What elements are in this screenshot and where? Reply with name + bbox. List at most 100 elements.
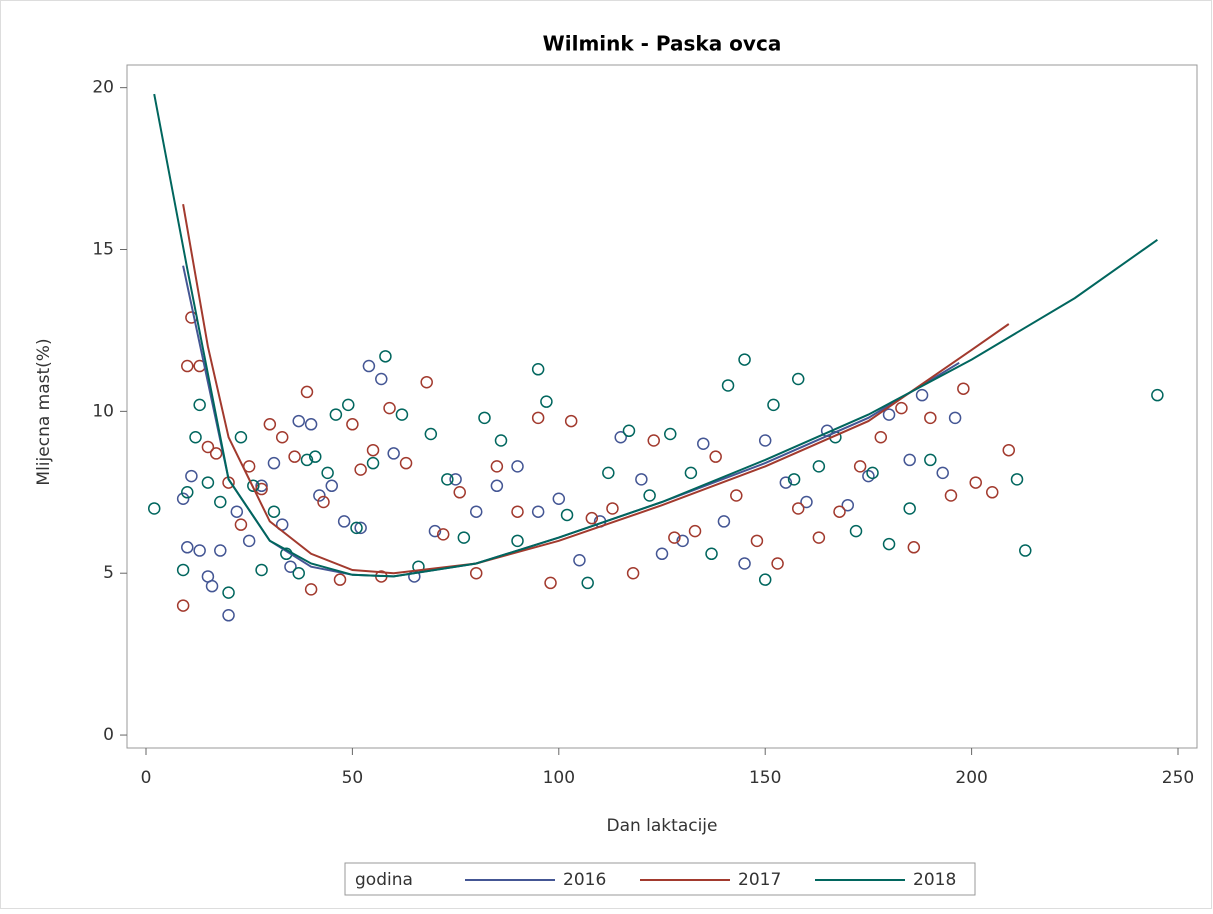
data-point: [193, 398, 206, 412]
chart-title: Wilmink - Paska ovca: [543, 32, 782, 56]
data-point: [147, 502, 161, 515]
data-point: [531, 505, 545, 518]
data-point: [362, 359, 376, 373]
data-point: [366, 456, 380, 470]
y-tick-label: 10: [92, 401, 114, 421]
data-point: [540, 395, 553, 408]
data-point: [214, 544, 227, 557]
data-point: [176, 492, 190, 506]
data-point: [201, 476, 215, 489]
fit-line: [153, 93, 1158, 578]
data-point: [779, 476, 793, 489]
data-point: [606, 502, 619, 515]
x-tick-label: 0: [141, 768, 152, 788]
data-point: [944, 489, 958, 502]
data-point: [511, 460, 524, 473]
data-point: [791, 502, 805, 515]
data-point: [1151, 388, 1164, 402]
data-point: [230, 505, 244, 518]
x-tick-label: 150: [749, 768, 781, 788]
data-point: [800, 495, 813, 509]
data-point: [684, 466, 698, 480]
data-point: [354, 521, 367, 535]
data-point: [791, 372, 805, 386]
data-point: [907, 541, 921, 554]
data-point: [255, 482, 268, 496]
data-point: [267, 456, 281, 470]
y-tick-label: 15: [92, 240, 114, 260]
data-point: [181, 541, 194, 554]
data-point: [325, 479, 339, 493]
data-point: [292, 566, 305, 580]
data-point: [721, 379, 735, 392]
data-point: [185, 469, 198, 483]
data-point: [449, 473, 462, 486]
data-point: [379, 350, 392, 363]
data-point: [304, 583, 318, 596]
data-point: [284, 560, 297, 573]
data-point: [366, 443, 380, 457]
data-point: [247, 479, 260, 493]
data-point: [622, 424, 636, 438]
data-point: [469, 505, 483, 518]
data-point: [697, 437, 710, 450]
data-point: [531, 363, 545, 376]
data-point: [333, 573, 347, 586]
data-point: [275, 431, 289, 444]
data-point: [354, 463, 367, 476]
data-point: [924, 411, 937, 425]
plot-frame: [126, 64, 1198, 749]
data-point: [833, 505, 846, 518]
data-point: [552, 492, 566, 506]
data-point: [643, 489, 656, 502]
data-point: [189, 431, 202, 444]
data-point: [849, 524, 863, 538]
y-tick-label: 20: [92, 78, 114, 98]
fit-line: [182, 204, 1010, 575]
data-point: [383, 401, 396, 415]
data-point: [866, 466, 879, 480]
data-point: [181, 359, 194, 373]
data-point: [882, 408, 896, 421]
data-point: [738, 557, 751, 570]
data-point: [585, 511, 599, 525]
y-tick-label: 0: [103, 725, 114, 745]
data-point: [812, 531, 826, 544]
legend-label: 2017: [738, 870, 781, 890]
data-point: [882, 537, 896, 551]
data-point: [1002, 443, 1016, 457]
data-point: [469, 566, 483, 580]
data-point: [457, 531, 471, 544]
data-point: [234, 431, 248, 444]
data-point: [767, 398, 780, 412]
data-point: [511, 534, 524, 548]
data-point: [181, 486, 194, 499]
data-point: [750, 534, 764, 548]
data-point: [915, 388, 929, 402]
data-point: [581, 576, 594, 590]
data-point: [771, 557, 784, 570]
data-point: [602, 466, 615, 480]
data-point: [874, 431, 888, 444]
data-point: [490, 479, 504, 493]
data-point: [494, 434, 508, 447]
data-point: [1019, 544, 1032, 557]
data-point: [350, 521, 363, 535]
data-point: [436, 528, 450, 541]
data-point: [242, 534, 256, 548]
data-point: [342, 398, 355, 412]
y-axis-label: Mlijecna mast(%): [34, 338, 54, 485]
y-tick-label: 5: [103, 563, 114, 583]
data-point: [717, 515, 731, 528]
data-point: [288, 450, 301, 463]
data-point: [267, 505, 281, 518]
data-point: [337, 515, 351, 528]
x-tick-label: 50: [342, 768, 364, 788]
data-point: [688, 524, 702, 538]
legend-label: 2018: [913, 870, 956, 890]
data-point: [263, 418, 277, 431]
data-point: [705, 547, 718, 561]
data-point: [957, 382, 970, 395]
data-point: [214, 495, 227, 509]
